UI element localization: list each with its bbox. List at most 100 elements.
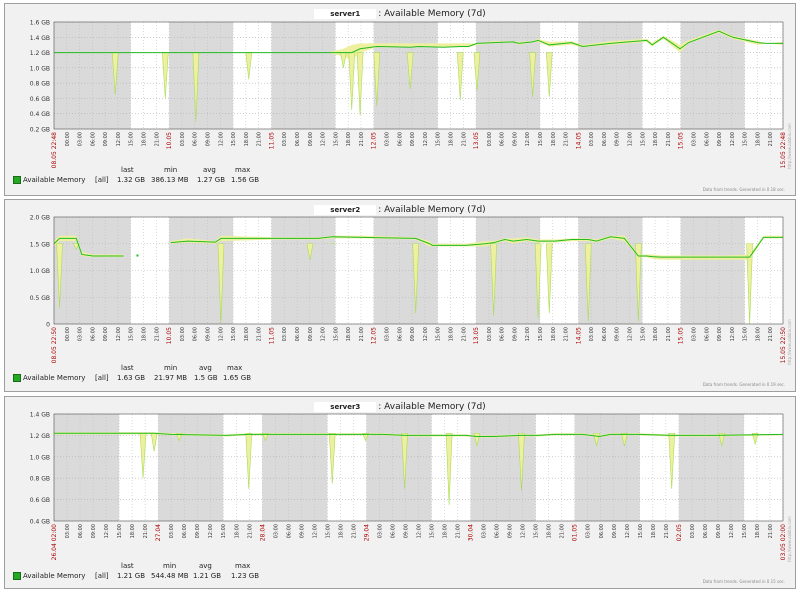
legend-header-min: min [163,562,177,570]
x-tick-label: 21:00 [664,524,670,538]
legend-series-name: Available Memory [23,176,86,184]
x-tick-label: 03:00 [78,132,84,146]
legend-min: 386.13 MB [151,176,189,184]
x-tick-label: 06:00 [602,132,608,146]
x-tick-label: 03:00 [282,327,288,341]
night-band [119,414,159,521]
x-tick-label: 03:00 [487,327,493,341]
x-tick-label: 12:00 [321,327,327,341]
x-tick-label: 15:00 [640,132,646,146]
x-tick-label: 06:00 [295,327,301,341]
night-band [540,22,579,129]
x-tick-label: 18:00 [755,524,761,538]
host-name: server2 [314,205,377,215]
x-tick-label: 09:00 [615,327,621,341]
x-tick-label: 03:00 [589,327,595,341]
x-tick-label: 21:00 [564,327,570,341]
legend: last min avg max Available Memory [all] … [13,562,313,582]
y-tick-label: 1.4 GB [30,35,50,42]
series-dip [406,52,414,90]
x-tick-label: 15:00 [231,327,237,341]
legend-max: 1.65 GB [223,374,252,382]
y-tick-label: 1.0 GB [30,268,50,275]
x-tick-label: 09:00 [103,327,109,341]
series-dip [262,432,269,442]
night-band [130,217,170,324]
chart-svg: 1.6 GB 1.4 GB 1.2 GB 1.0 GB 0.8 GB 0.6 GB 0.4 … [30,20,787,169]
series-dip [445,432,453,505]
series-line [54,30,783,54]
x-tick-label: 21:00 [461,132,467,146]
x-date-label: 08.05 22:48 [51,132,58,169]
x-tick-label: 06:00 [599,524,605,538]
night-band [335,22,374,129]
x-tick-label: 18:00 [346,327,352,341]
x-tick-label: 09:00 [615,132,621,146]
title-text: : Available Memory (7d) [378,9,486,19]
legend-series-name: Available Memory [23,572,86,580]
series-dip [401,432,408,489]
series-dip [584,243,592,322]
side-url: http://www.zabbix.com [787,516,792,562]
x-tick-label: 09:00 [205,327,211,341]
y-tick-label: 1.2 GB [30,433,50,440]
x-tick-label: 09:00 [512,132,518,146]
x-tick-label: 03:00 [273,524,279,538]
series-dip [306,243,314,260]
chart-panel-server2: 2.0 GB 1.5 GB 1.0 GB 0.5 GB 0 08.05 22:50 00:0… [4,199,796,392]
x-tick-label: 12:00 [525,132,531,146]
x-tick-label: 18:00 [244,327,250,341]
legend-avg: 1.21 GB [193,572,222,580]
chart-title: server3: Available Memory (7d) [5,402,795,412]
x-date-label: 12.05 [371,327,378,344]
legend-header-min: min [164,166,178,174]
x-tick-label: 09:00 [308,327,314,341]
legend-header-max: max [235,166,251,174]
x-tick-label: 21:00 [456,524,462,538]
x-tick-label: 00:00 [65,132,71,146]
legend-swatch [13,176,21,184]
x-tick-label: 18:00 [443,524,449,538]
legend-swatch [13,572,21,580]
x-tick-label: 18:00 [551,327,557,341]
x-date-label: 26.04 02:00 [51,524,58,561]
chart-title: server1: Available Memory (7d) [5,9,795,19]
x-date-label: 02.05 [676,524,683,541]
x-tick-label: 15:00 [743,132,749,146]
x-date-label: 15.05 [678,132,685,149]
legend-min: 21.97 MB [154,374,188,382]
night-band [540,217,579,324]
legend-header-last: last [121,166,134,174]
x-tick-label: 21:00 [154,132,160,146]
x-tick-label: 18:00 [755,327,761,341]
x-tick-label: 06:00 [90,132,96,146]
series-line [170,236,783,258]
x-tick-label: 21:00 [461,327,467,341]
x-tick-label: 09:00 [508,524,514,538]
x-tick-label: 12:00 [312,524,318,538]
y-tick-label: 1.0 GB [30,65,50,72]
x-tick-label: 18:00 [547,524,553,538]
x-tick-label: 18:00 [234,524,240,538]
x-date-label: 14.05 [575,132,582,149]
x-tick-label: 03:00 [180,132,186,146]
x-tick-label: 00:00 [65,327,71,341]
series-dip [518,432,525,492]
title-text: : Available Memory (7d) [378,402,486,412]
night-band [233,22,272,129]
x-tick-label: 18:00 [651,524,657,538]
host-name: server3 [314,402,377,412]
x-tick-label: 12:00 [628,132,634,146]
chart-svg: 2.0 GB 1.5 GB 1.0 GB 0.5 GB 008.05 22:50 00:0… [30,215,787,364]
x-tick-label: 21:00 [666,132,672,146]
chart-title: server2: Available Memory (7d) [5,205,795,215]
y-tick-label: 0.4 GB [30,519,50,526]
series-dip [751,432,759,446]
x-tick-label: 12:00 [417,524,423,538]
series-dip [328,432,336,484]
x-tick-label: 06:00 [90,327,96,341]
x-date-label: 15.05 22:50 [780,327,787,364]
x-tick-label: 18:00 [346,132,352,146]
x-tick-label: 03:00 [385,327,391,341]
plot-border [53,413,784,522]
